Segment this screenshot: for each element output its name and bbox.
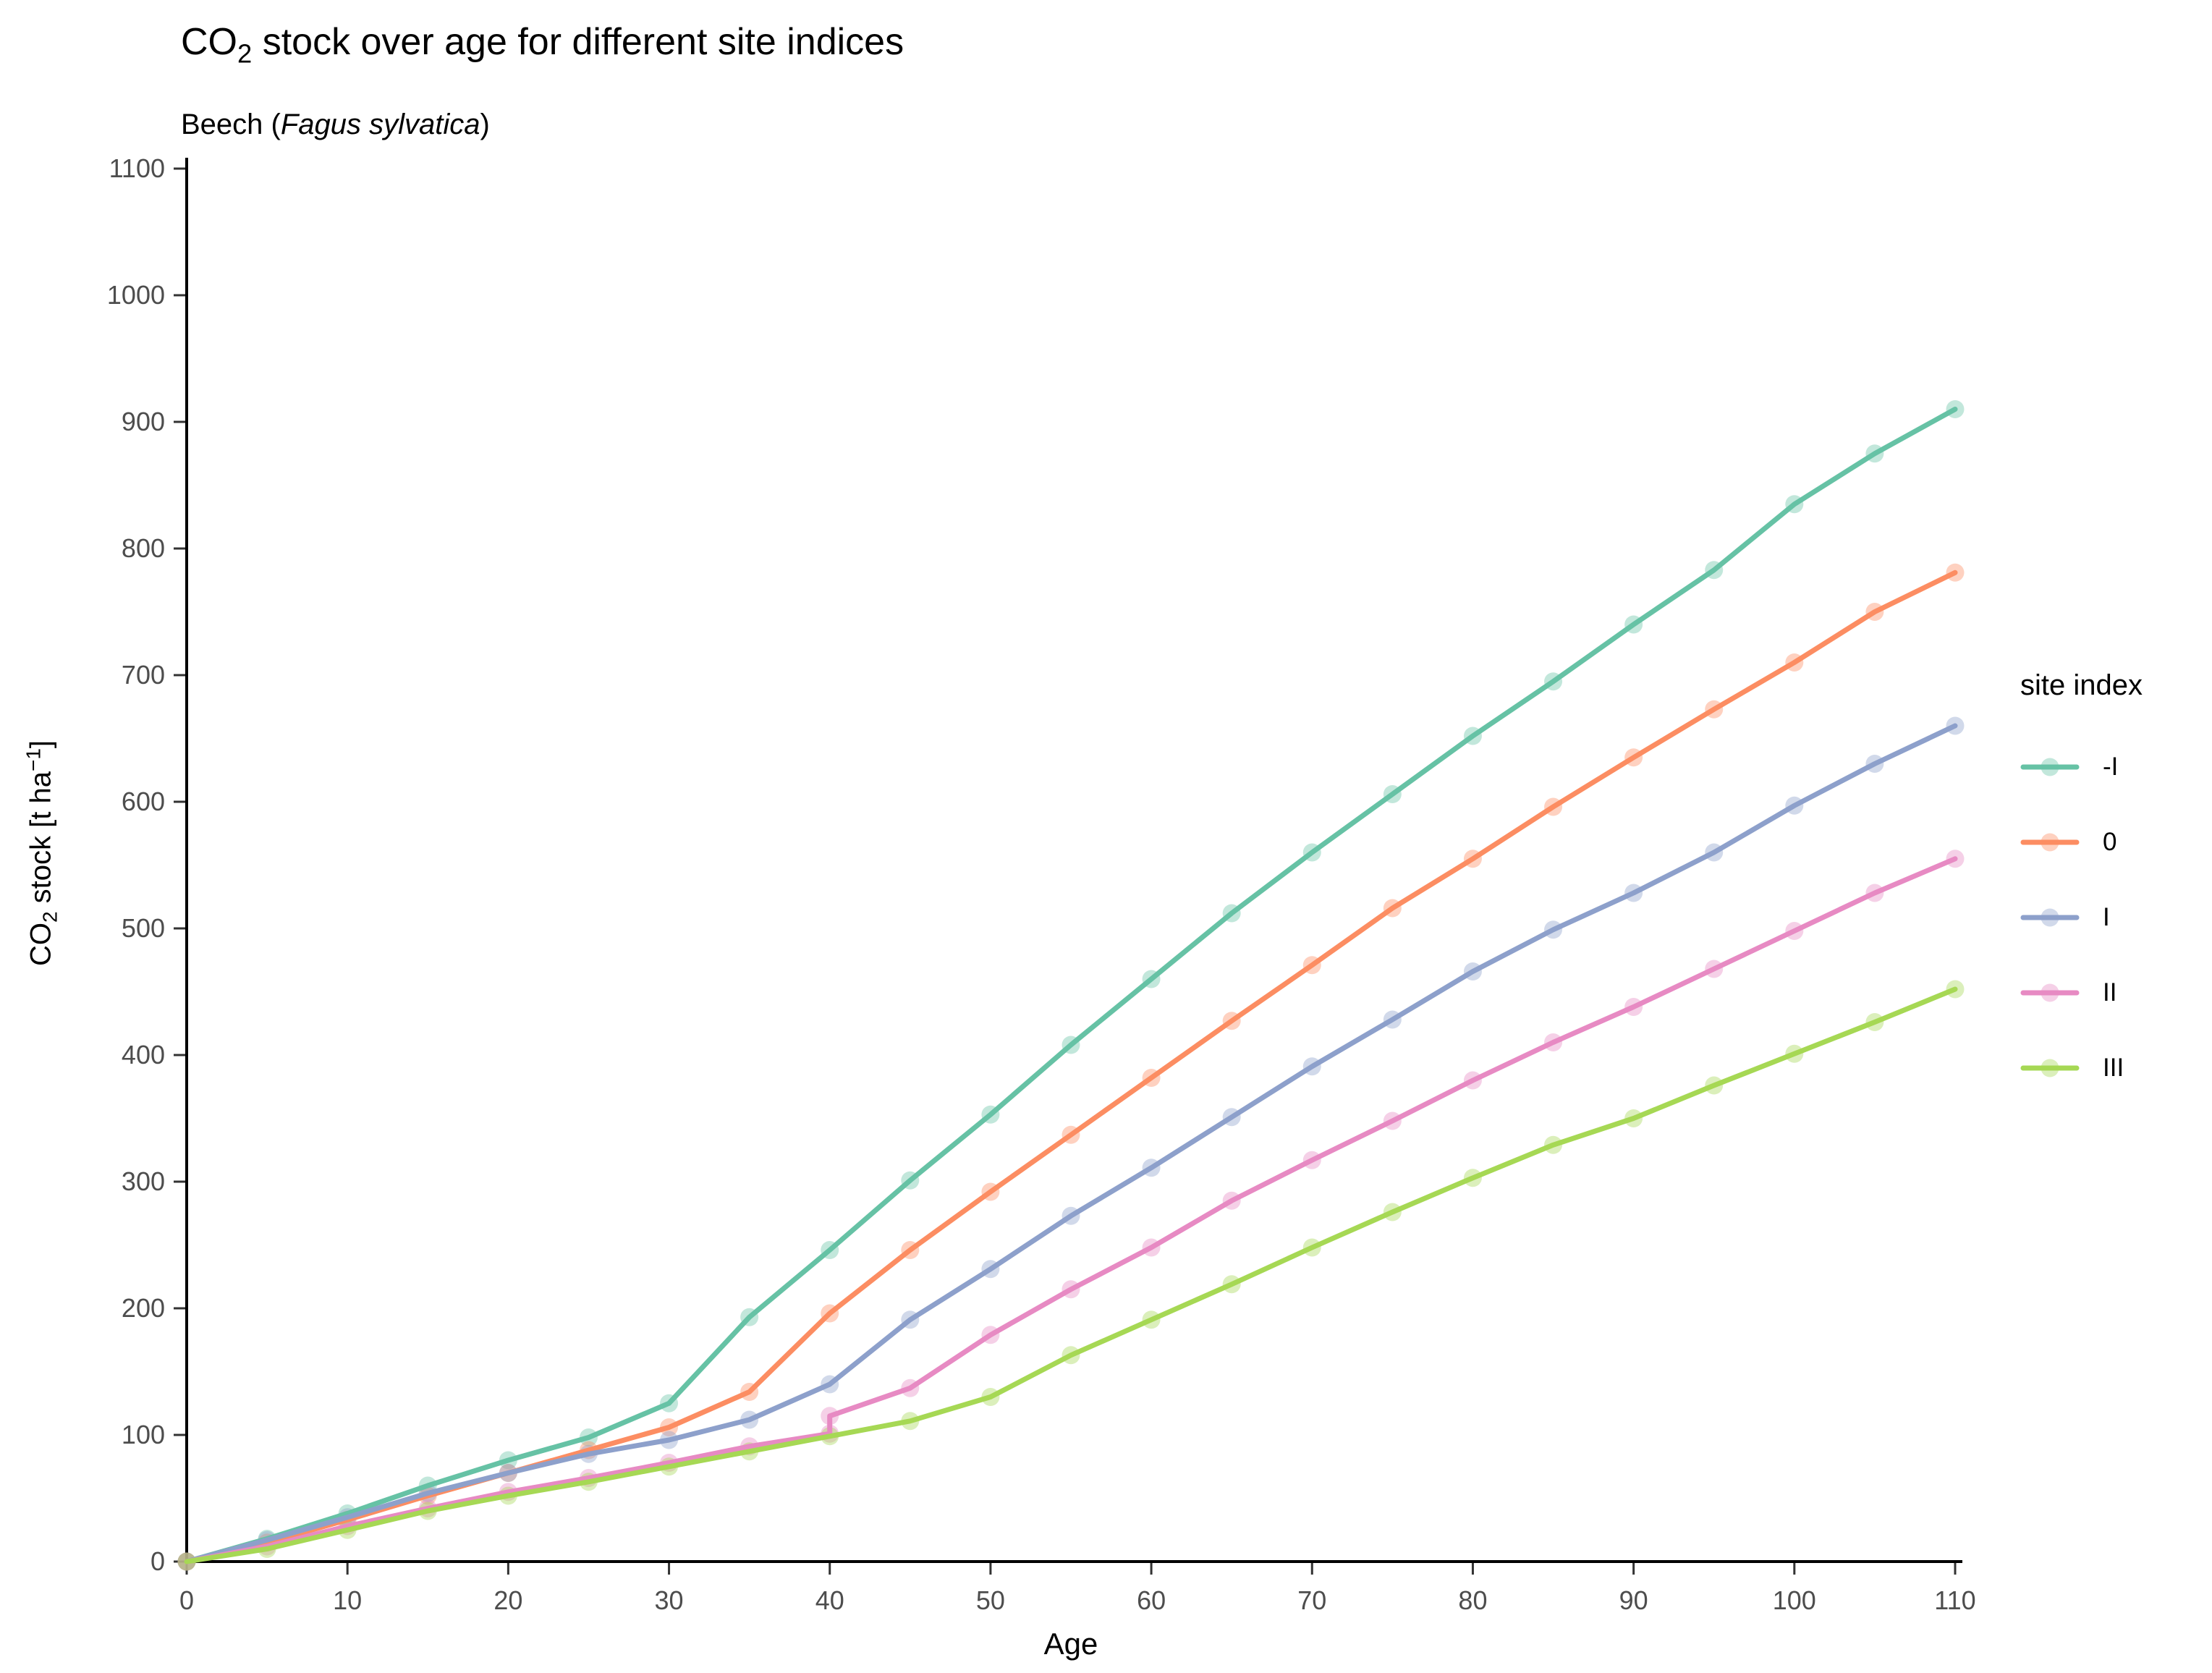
y-axis-label-wrap: CO2 stock [t ha−1] (13, 0, 71, 1673)
y-tick-label: 900 (122, 407, 165, 436)
legend-swatch-icon (2020, 833, 2080, 852)
y-tick-label: 500 (122, 913, 165, 943)
legend-entry--I: -I (2020, 729, 2143, 805)
subtitle-species-italic: Fagus sylvatica (280, 109, 480, 140)
x-tick-label: 50 (976, 1585, 1005, 1615)
title-text: CO (181, 21, 237, 63)
y-tick-label: 400 (122, 1040, 165, 1070)
y-label-superscript: −1 (22, 748, 45, 772)
x-tick-label: 90 (1619, 1585, 1648, 1615)
title-rest: stock over age for different site indice… (252, 21, 904, 63)
x-tick-label: 70 (1297, 1585, 1326, 1615)
y-label-mid: stock [t ha (25, 771, 57, 912)
y-tick-label: 100 (122, 1420, 165, 1449)
legend-title: site index (2020, 669, 2143, 701)
series-line--I (184, 407, 1958, 1564)
y-tick-label: 700 (122, 660, 165, 690)
legend-entry-II: II (2020, 955, 2143, 1030)
x-tick-label: 100 (1773, 1585, 1816, 1615)
legend-entry-label: 0 (2103, 828, 2117, 856)
chart-subtitle: Beech (Fagus sylvatica) (181, 109, 490, 141)
series-line-II (184, 856, 1958, 1564)
legend-rows: -I 0 I II III (2020, 729, 2143, 1106)
legend-swatch-icon (2020, 983, 2080, 1002)
series-line-I (184, 723, 1958, 1564)
y-tick-label: 1000 (107, 280, 165, 310)
y-label-subscript: 2 (38, 911, 62, 923)
y-tick-label: 600 (122, 787, 165, 816)
x-tick-label: 0 (179, 1585, 194, 1615)
y-tick-label: 0 (151, 1546, 165, 1576)
x-tick-label: 60 (1137, 1585, 1166, 1615)
x-tick-label: 10 (333, 1585, 362, 1615)
x-tick-label: 20 (493, 1585, 522, 1615)
x-tick-label: 40 (815, 1585, 844, 1615)
y-axis-label: CO2 stock [t ha−1] (22, 740, 62, 966)
series-line-III (184, 986, 1958, 1564)
legend-entry-label: III (2103, 1054, 2124, 1082)
x-tick-label: 30 (655, 1585, 684, 1615)
y-tick-label: 1100 (109, 153, 165, 183)
y-tick-label: 200 (122, 1293, 165, 1323)
y-tick-label: 300 (122, 1166, 165, 1196)
legend-swatch-icon (2020, 908, 2080, 927)
series-line-0 (184, 569, 1958, 1564)
chart-title: CO2 stock over age for different site in… (181, 20, 904, 69)
legend-entry-label: -I (2103, 753, 2119, 781)
subtitle-text: Beech ( (181, 109, 281, 140)
legend: site index -I 0 I II III (2020, 669, 2143, 1106)
legend-swatch-icon (2020, 758, 2080, 776)
title-subscript: 2 (237, 38, 253, 69)
x-tick-label: 110 (1934, 1585, 1975, 1615)
x-tick-label: 80 (1458, 1585, 1487, 1615)
y-tick-label: 800 (122, 533, 165, 563)
legend-entry-I: I (2020, 880, 2143, 955)
y-label-text: CO (25, 923, 57, 967)
y-label-suffix: ] (25, 740, 57, 749)
legend-swatch-icon (2020, 1059, 2080, 1077)
x-axis-label: Age (1043, 1627, 1098, 1661)
subtitle-suffix: ) (480, 109, 490, 140)
legend-entry-label: II (2103, 978, 2117, 1007)
legend-entry-III: III (2020, 1030, 2143, 1106)
legend-entry-0: 0 (2020, 805, 2143, 880)
legend-entry-label: I (2103, 903, 2110, 931)
